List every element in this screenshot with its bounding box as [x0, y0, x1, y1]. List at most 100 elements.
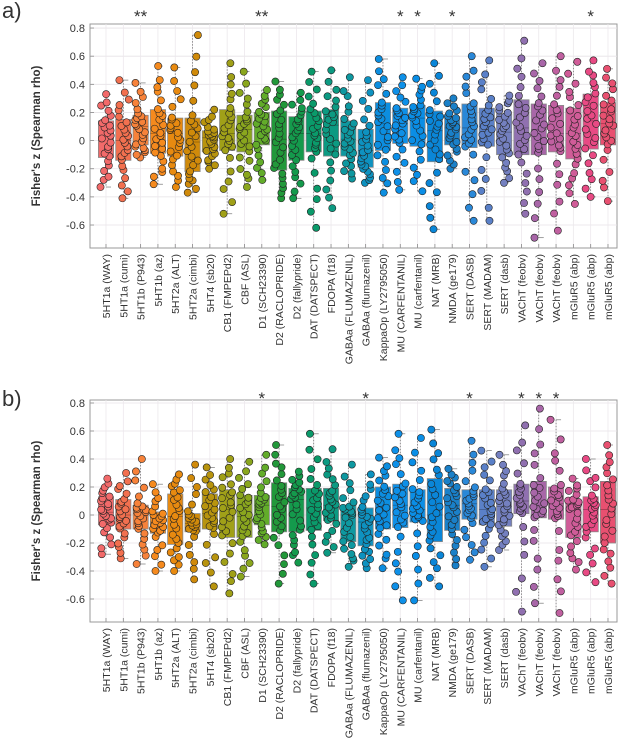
data-point: [435, 582, 444, 591]
data-point: [516, 83, 525, 91]
data-point: [540, 120, 548, 129]
data-point: [255, 107, 263, 116]
x-tick-label: 5HT1a (WAY): [101, 254, 113, 318]
data-point: [499, 479, 508, 488]
data-point: [530, 526, 539, 534]
data-point: [206, 568, 215, 577]
data-point: [373, 151, 382, 160]
data-point: [288, 510, 297, 519]
data-point: [187, 152, 196, 161]
data-point: [262, 477, 271, 486]
category-group: [131, 455, 150, 568]
data-point: [552, 66, 560, 75]
data-point: [373, 140, 382, 149]
data-point: [137, 455, 146, 463]
data-point: [100, 167, 109, 175]
data-point: [349, 119, 358, 128]
data-point: [296, 88, 305, 97]
data-point: [584, 159, 593, 168]
data-point: [557, 481, 565, 489]
data-point: [189, 96, 198, 105]
data-point: [467, 436, 476, 445]
data-point: [556, 119, 565, 128]
data-point: [469, 150, 478, 159]
data-point: [565, 181, 573, 190]
data-point: [600, 183, 608, 192]
category-group: [529, 404, 549, 608]
data-point: [468, 458, 477, 467]
x-tick-label: GABAa (FLUMAZENIL): [343, 628, 355, 738]
category-group: [564, 57, 583, 208]
x-tick-label: CBF (ASL): [239, 254, 251, 305]
data-point: [518, 438, 527, 447]
data-point: [305, 445, 314, 454]
data-point: [522, 187, 531, 196]
data-point: [313, 455, 322, 464]
data-point: [434, 119, 443, 128]
data-point: [413, 170, 421, 179]
data-point: [276, 155, 284, 164]
data-point: [272, 476, 281, 485]
data-point: [173, 151, 181, 160]
data-point: [469, 66, 478, 75]
data-point: [581, 184, 590, 193]
data-point: [169, 167, 177, 176]
data-point: [103, 474, 112, 483]
data-point: [520, 36, 529, 45]
data-point: [395, 454, 404, 463]
data-point: [375, 67, 383, 76]
x-tick-label: NMDA (ge179): [447, 254, 459, 323]
data-point: [211, 553, 220, 562]
x-tick-label: DAT (DATSPECT): [309, 254, 321, 339]
data-point: [409, 103, 418, 111]
x-tick-label: FDOPA (f18): [326, 628, 338, 687]
data-point: [392, 460, 400, 469]
x-tick-label: 5HT1b (P943): [136, 254, 148, 320]
data-point: [307, 67, 316, 76]
data-point: [581, 144, 590, 153]
data-point: [310, 168, 319, 177]
data-point: [252, 140, 261, 149]
data-point: [375, 506, 384, 515]
data-point: [157, 560, 166, 569]
data-point: [190, 558, 199, 567]
x-tick-label: SERT (MADAM): [482, 628, 494, 705]
data-point: [226, 153, 234, 162]
x-tick-label: mGluR5 (abp): [568, 254, 580, 320]
data-point: [273, 511, 281, 519]
data-point: [574, 558, 583, 566]
data-point: [379, 75, 388, 84]
data-point: [400, 158, 409, 167]
data-point: [540, 137, 548, 145]
y-axis-label: Fisher's z (Spearman rho): [31, 440, 43, 581]
data-point: [396, 470, 405, 479]
data-point: [339, 494, 347, 503]
data-point: [308, 540, 317, 549]
data-point: [391, 582, 400, 591]
data-point: [432, 509, 441, 518]
data-point: [201, 502, 210, 511]
data-point: [280, 100, 288, 109]
data-point: [344, 562, 353, 571]
data-point: [191, 68, 199, 77]
data-point: [485, 476, 494, 485]
data-point: [451, 561, 460, 570]
data-point: [609, 475, 617, 484]
data-point: [517, 54, 526, 63]
data-point: [342, 159, 350, 168]
data-point: [401, 97, 410, 106]
data-point: [307, 525, 316, 534]
data-point: [329, 543, 338, 551]
panel-a: a) -0.6 -0.4 -0.2 0 0.2 0.4 0.6 0.8 Fisher's z (S…: [2, 0, 618, 364]
category-group: [304, 67, 323, 232]
data-point: [312, 195, 321, 204]
data-point: [279, 143, 288, 152]
data-point: [398, 81, 407, 90]
data-point: [224, 177, 233, 186]
data-point: [340, 125, 349, 134]
data-point: [202, 463, 211, 472]
data-point: [154, 62, 163, 70]
data-point: [102, 90, 110, 99]
data-point: [257, 483, 265, 492]
